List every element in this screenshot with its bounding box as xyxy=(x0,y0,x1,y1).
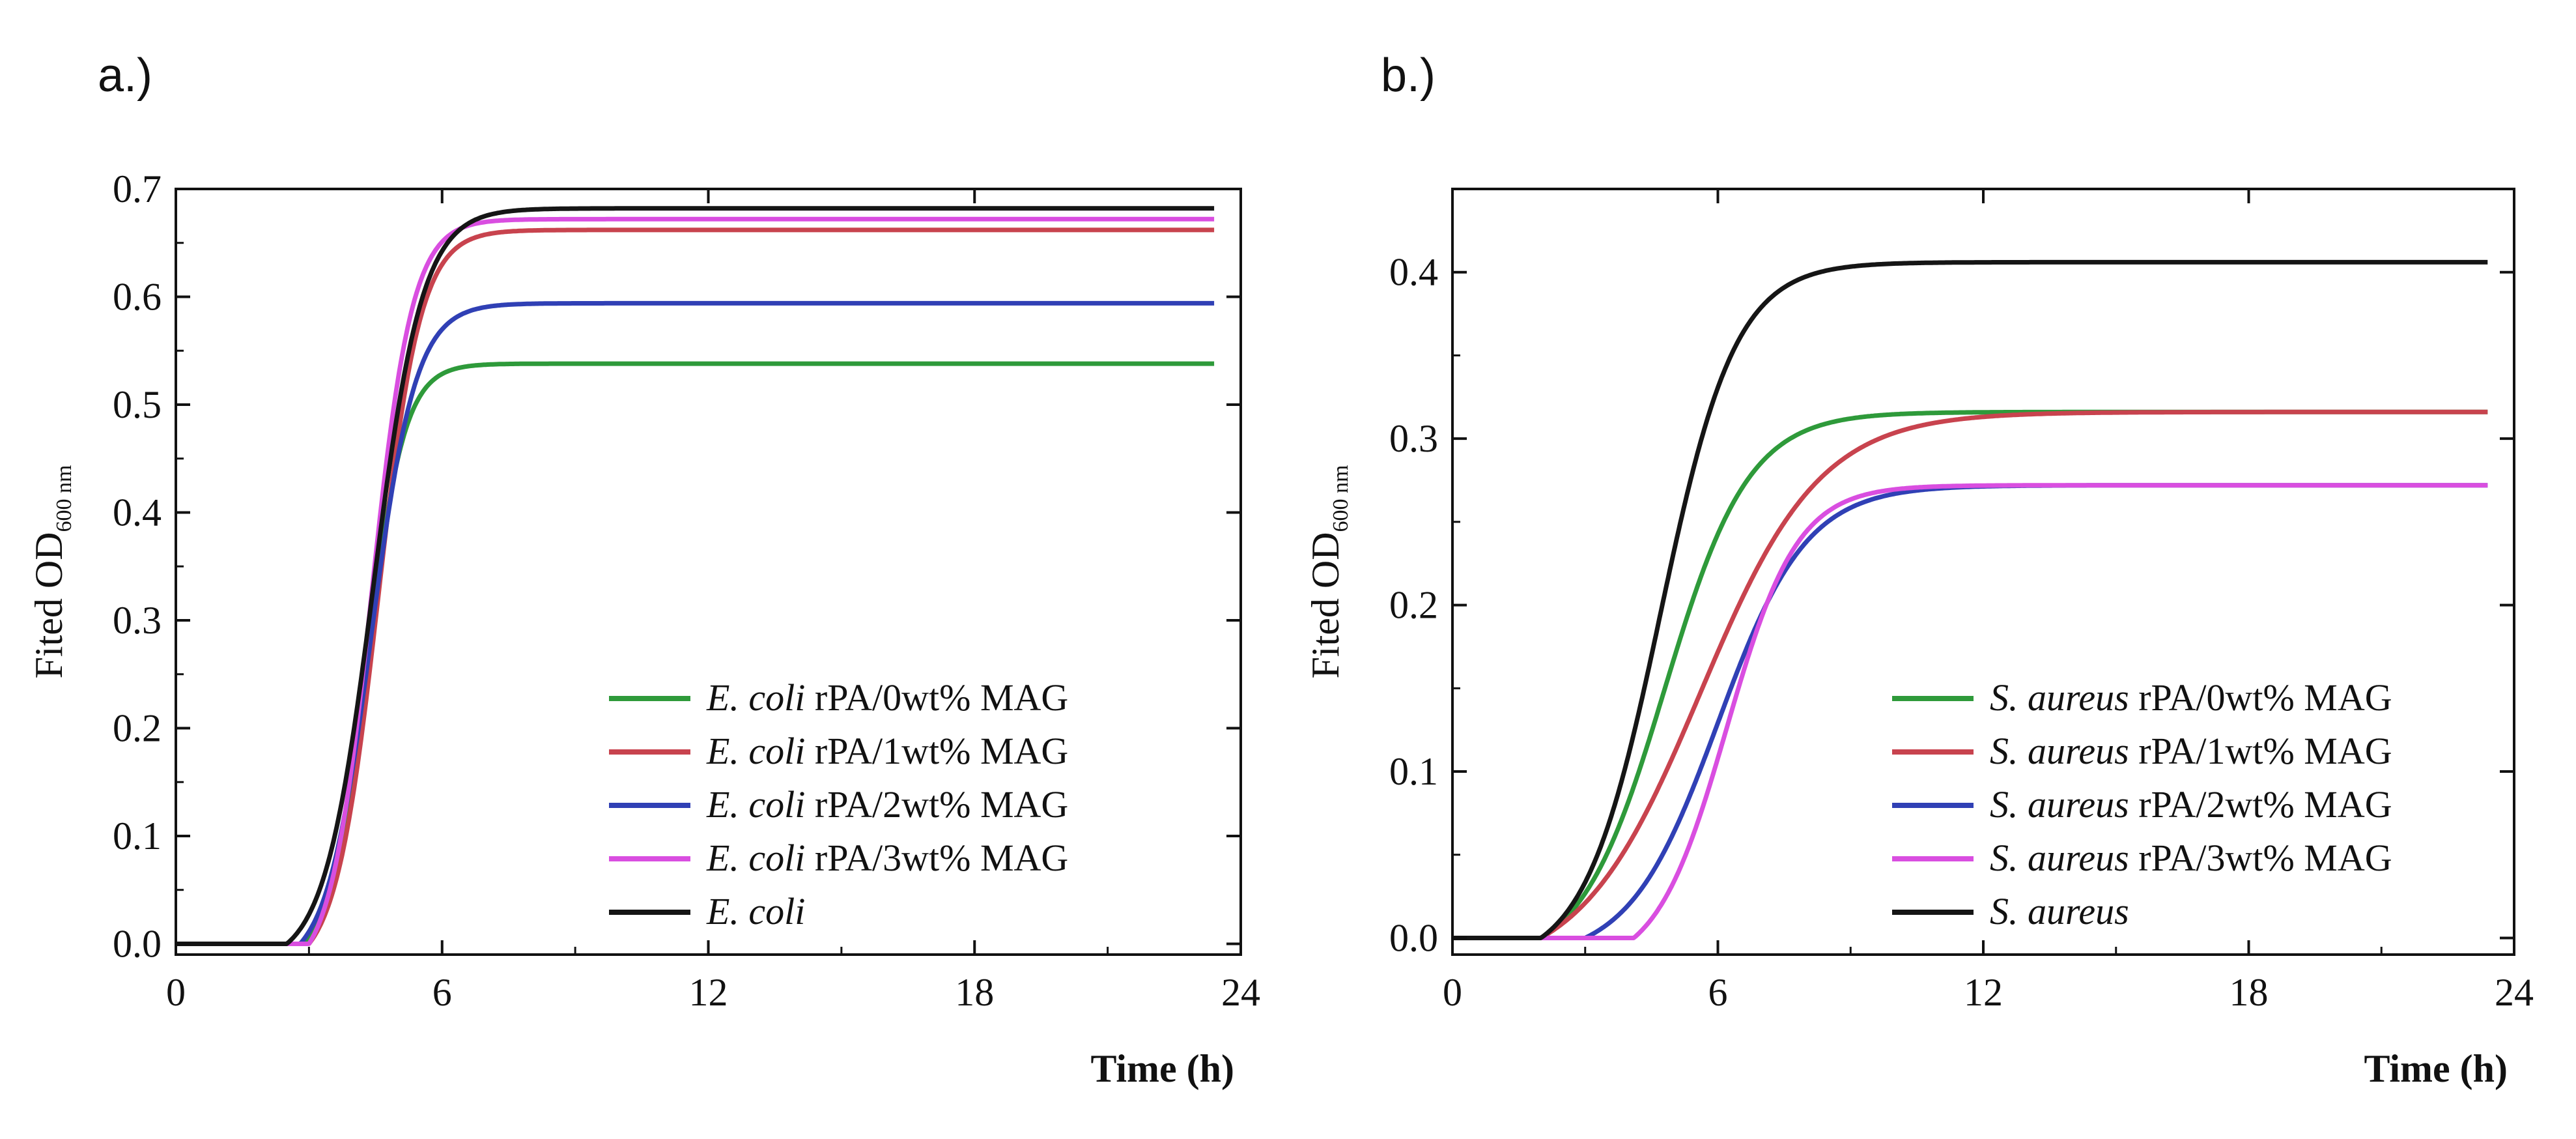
y-tick-label: 0.4 xyxy=(113,491,162,534)
x-tick-label: 24 xyxy=(1221,971,1260,1014)
legend-organism: E. coli xyxy=(706,730,805,772)
series-line-5 xyxy=(1452,259,2489,940)
legend-condition: rPA/1wt% MAG xyxy=(805,730,1068,772)
series-line-4 xyxy=(176,216,1215,946)
svg-text:Fited OD600 nm: Fited OD600 nm xyxy=(27,465,76,679)
series-line-5 xyxy=(176,206,1215,946)
y-tick-label: 0.7 xyxy=(113,167,162,210)
series-line-2 xyxy=(176,227,1215,946)
x-tick-label: 12 xyxy=(1964,971,2003,1014)
y-axis-title-sub: 600 nm xyxy=(52,465,76,532)
x-tick-label: 18 xyxy=(955,971,994,1014)
chart-panel-a: a.) 0 6 12 18 24 0.0 0.1 0.2 0.3 0.4 0.5 0.6 0.7 Time … xyxy=(27,50,1260,1090)
y-axis-title: Fited OD600 nm xyxy=(1304,465,1353,679)
y-tick-label: 0.4 xyxy=(1389,251,1438,294)
legend-label-1: S. aureus rPA/0wt% MAG xyxy=(1990,676,2392,719)
legend-label-2: S. aureus rPA/1wt% MAG xyxy=(1990,730,2392,772)
y-tick-label: 0.1 xyxy=(113,815,162,858)
x-axis-title: Time (h) xyxy=(2364,1047,2508,1090)
legend-label-3: E. coli rPA/2wt% MAG xyxy=(706,783,1068,826)
series-line-4 xyxy=(1452,483,2489,940)
y-tick-label: 0.0 xyxy=(113,922,162,965)
legend-organism: S. aureus xyxy=(1990,676,2129,719)
x-tick-label: 0 xyxy=(1443,971,1462,1014)
x-axis-title: Time (h) xyxy=(1090,1047,1234,1090)
legend-label-5: E. coli xyxy=(706,890,805,932)
chart-panel-b: b.) 0 6 12 18 24 0.0 0.1 0.2 0.3 0.4 Time (h) Fited … xyxy=(1304,50,2534,1090)
legend-organism: E. coli xyxy=(706,837,805,879)
legend-condition: rPA/2wt% MAG xyxy=(805,783,1068,826)
x-tick-label: 18 xyxy=(2229,971,2269,1014)
legend-label-5: S. aureus xyxy=(1990,890,2129,932)
y-tick-label: 0.1 xyxy=(1389,750,1438,793)
legend-organism: E. coli xyxy=(706,890,805,932)
y-axis-title-main: Fited OD xyxy=(27,532,70,678)
x-tick-label: 6 xyxy=(1708,971,1728,1014)
x-tick-label: 0 xyxy=(166,971,186,1014)
y-tick-label: 0.5 xyxy=(113,383,162,426)
legend-organism: S. aureus xyxy=(1990,890,2129,932)
y-axis-title-sub: 600 nm xyxy=(1329,465,1353,532)
legend-organism: S. aureus xyxy=(1990,730,2129,772)
legend-condition: rPA/3wt% MAG xyxy=(2129,837,2392,879)
legend-organism: E. coli xyxy=(706,783,805,826)
panel-label: b.) xyxy=(1381,50,1436,102)
legend-label-4: S. aureus rPA/3wt% MAG xyxy=(1990,837,2392,879)
legend-label-2: E. coli rPA/1wt% MAG xyxy=(706,730,1068,772)
y-tick-label: 0.3 xyxy=(113,599,162,642)
legend-condition: rPA/2wt% MAG xyxy=(2129,783,2392,826)
y-tick-label: 0.6 xyxy=(113,275,162,318)
legend-label-3: S. aureus rPA/2wt% MAG xyxy=(1990,783,2392,826)
legend-condition: rPA/1wt% MAG xyxy=(2129,730,2392,772)
panel-label: a.) xyxy=(98,50,152,102)
y-tick-label: 0.3 xyxy=(1389,417,1438,460)
legend-label-4: E. coli rPA/3wt% MAG xyxy=(706,837,1068,879)
y-axis-title-main: Fited OD xyxy=(1304,532,1347,678)
y-tick-label: 0.2 xyxy=(113,706,162,749)
x-tick-label: 24 xyxy=(2495,971,2534,1014)
y-tick-label: 0.0 xyxy=(1389,916,1438,959)
x-tick-label: 12 xyxy=(689,971,728,1014)
y-axis-title: Fited OD600 nm xyxy=(27,465,76,679)
legend-organism: S. aureus xyxy=(1990,783,2129,826)
legend-condition: rPA/0wt% MAG xyxy=(805,676,1068,719)
y-tick-label: 0.2 xyxy=(1389,584,1438,627)
legend-organism: E. coli xyxy=(706,676,805,719)
x-tick-label: 6 xyxy=(432,971,452,1014)
svg-text:Fited OD600 nm: Fited OD600 nm xyxy=(1304,465,1353,679)
series-line-2 xyxy=(1452,409,2489,940)
legend-condition: rPA/0wt% MAG xyxy=(2129,676,2392,719)
legend-organism: S. aureus xyxy=(1990,837,2129,879)
legend-condition: rPA/3wt% MAG xyxy=(805,837,1068,879)
legend-label-1: E. coli rPA/0wt% MAG xyxy=(706,676,1068,719)
